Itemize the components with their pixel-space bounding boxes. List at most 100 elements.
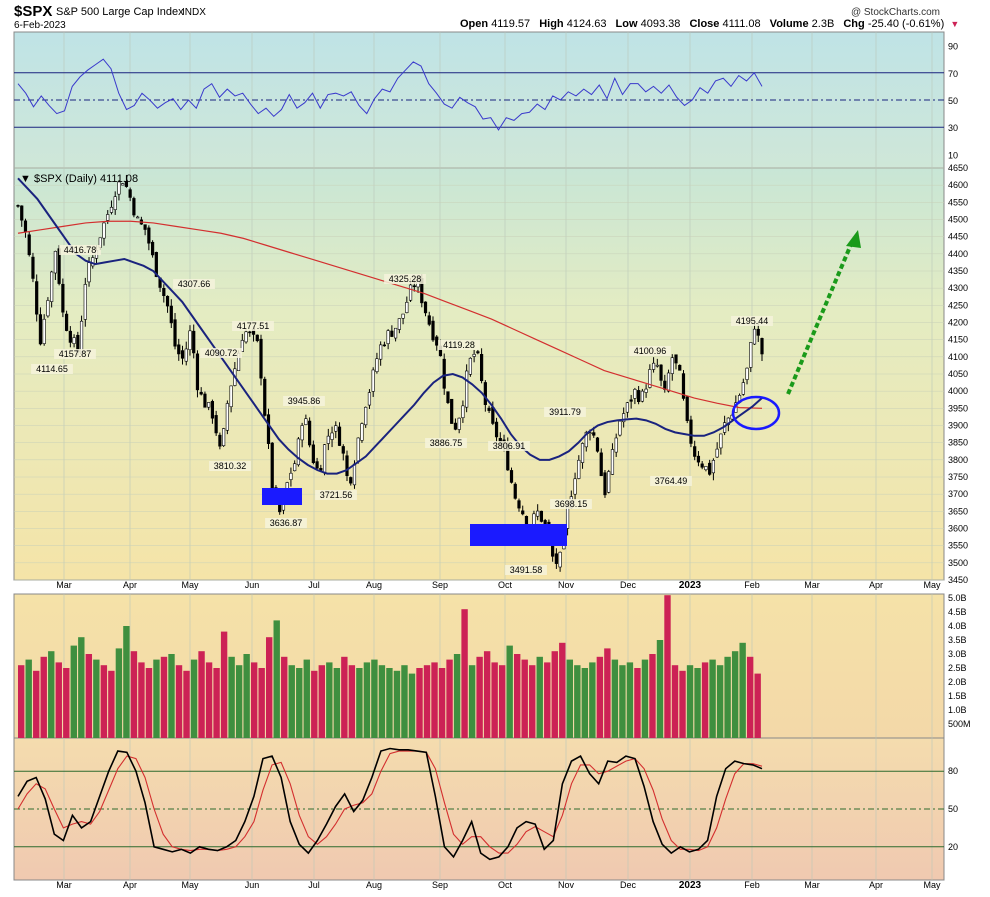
candle-body	[154, 252, 158, 277]
candle-body	[162, 288, 166, 297]
month-label: May	[923, 880, 941, 890]
month-label: Apr	[869, 880, 883, 890]
annotation-bg	[232, 321, 274, 331]
volume-bar	[754, 673, 761, 738]
candle-body	[248, 331, 252, 334]
month-label: Sep	[432, 580, 448, 590]
volume-bar	[25, 659, 32, 738]
volume-bar	[258, 668, 265, 738]
candle-body	[169, 305, 173, 324]
volume-tick-label: 1.5B	[948, 691, 967, 701]
price-tick-label: 4300	[948, 283, 968, 293]
candle-body	[554, 553, 558, 564]
candle-body	[483, 382, 487, 405]
watermark: @ StockCharts.com	[851, 7, 940, 18]
candle-body	[109, 206, 114, 213]
volume-bar	[701, 662, 709, 738]
volume-bar	[235, 665, 243, 738]
candle-body	[293, 463, 297, 472]
candle-body	[379, 344, 383, 360]
candle-body	[494, 421, 499, 438]
volume-bar	[213, 668, 220, 738]
volume-tick-label: 4.5B	[948, 607, 967, 617]
candle-body	[741, 382, 745, 395]
volume-bar	[514, 654, 521, 738]
candle-body	[304, 418, 308, 425]
volume-bar	[468, 665, 476, 738]
rsi-tick-label: 70	[948, 69, 958, 79]
price-tick-label: 4050	[948, 369, 968, 379]
volume-bar	[326, 662, 333, 738]
month-label: May	[181, 580, 199, 590]
stoch-tick-label: 50	[948, 804, 958, 814]
candle-body	[371, 369, 375, 392]
volume-bar	[529, 665, 536, 738]
price-tick-label: 4100	[948, 352, 968, 362]
price-annotation: 4177.51	[237, 321, 270, 331]
volume-bar	[604, 648, 611, 738]
candle-body	[408, 284, 413, 301]
volume-bar	[175, 665, 183, 738]
candle-body	[296, 438, 301, 466]
candle-body	[42, 318, 46, 344]
candle-body	[128, 189, 132, 198]
candle-body	[177, 344, 181, 355]
candle-body	[607, 471, 611, 493]
month-label: Jun	[245, 880, 260, 890]
month-label: May	[181, 880, 199, 890]
volume-bar	[686, 665, 694, 738]
annotation-bg	[173, 279, 215, 289]
volume-bar	[123, 626, 130, 738]
candle-body	[659, 364, 663, 381]
open-label: Open	[460, 18, 488, 30]
price-tick-label: 3800	[948, 455, 968, 465]
candle-body	[270, 442, 274, 489]
price-annotation: 3806.91	[493, 441, 526, 451]
price-tick-label: 3900	[948, 421, 968, 431]
volume-bar	[536, 656, 543, 738]
exchange-label: INDX	[182, 7, 206, 18]
volume-bar	[55, 662, 62, 738]
month-label: Dec	[620, 880, 637, 890]
price-annotations: 4416.78 4157.87 4114.65 4307.66 4090.72 3810.…	[31, 245, 773, 575]
candle-body	[192, 330, 196, 354]
price-annotation: 3810.32	[214, 461, 247, 471]
candle-body	[184, 348, 188, 362]
price-tick-label: 4450	[948, 232, 968, 242]
price-annotation: 3764.49	[655, 476, 688, 486]
candle-body	[745, 367, 749, 380]
volume-bar	[574, 665, 581, 738]
candle-body	[113, 196, 117, 210]
stoch-tick-label: 20	[948, 842, 958, 852]
price-annotation: 3911.79	[549, 407, 581, 417]
volume-bar	[589, 662, 596, 738]
candle-body	[487, 407, 491, 411]
candle-body	[468, 357, 472, 375]
candle-body	[670, 357, 674, 374]
volume-bar	[559, 642, 566, 738]
volume-bar	[453, 654, 461, 738]
price-tick-label: 4150	[948, 335, 968, 345]
open-value: 4119.57	[491, 18, 530, 30]
candle-body	[390, 330, 394, 337]
candle-body	[263, 378, 267, 416]
annotation-bg	[384, 274, 426, 284]
volume-label: Volume	[770, 18, 809, 30]
candle-body	[476, 351, 480, 354]
annotation-bg	[629, 346, 671, 356]
month-label: 2023	[679, 580, 702, 591]
annotation-bg	[438, 340, 480, 350]
volume-bar	[100, 665, 108, 738]
volume-bar	[333, 668, 341, 738]
annotation-bg	[209, 461, 251, 471]
candle-body	[121, 183, 125, 186]
candle-body	[27, 234, 31, 256]
candle-body	[610, 449, 615, 475]
chg-value: -25.40 (-0.61%)	[868, 18, 944, 30]
volume-bar	[694, 668, 701, 738]
candle-body	[700, 463, 704, 468]
candle-body	[394, 327, 398, 339]
candle-body	[61, 283, 65, 313]
price-annotation: 4090.72	[205, 348, 238, 358]
candle-body	[648, 369, 652, 388]
